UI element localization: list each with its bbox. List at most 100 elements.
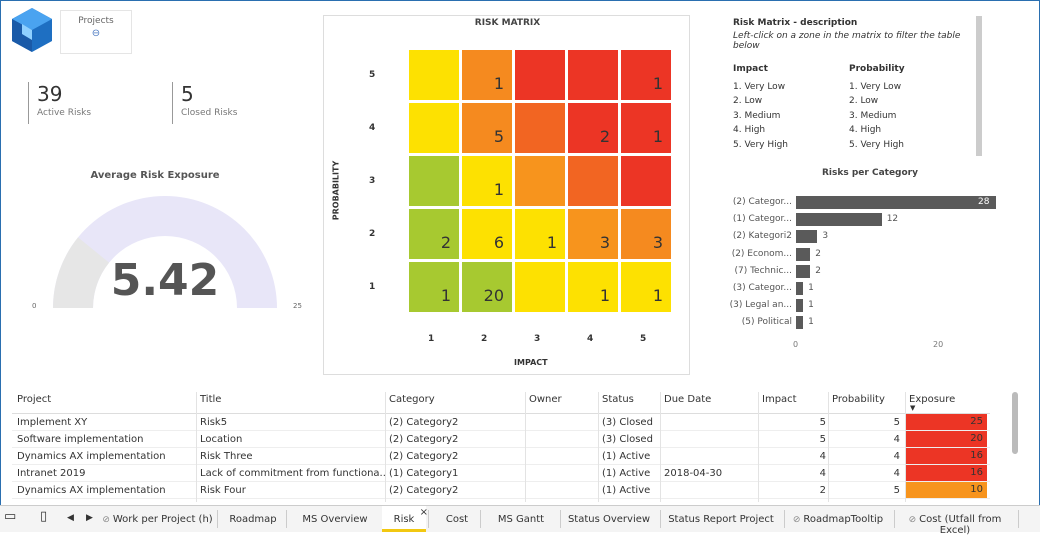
table-row[interactable]: Intranet 2019 Lack of commitment from fun… [12, 465, 990, 482]
cell-category: (2) Category2 [389, 485, 459, 496]
link-icon: ⊖ [91, 28, 101, 39]
tab-work-per-project-h[interactable]: ⊘ Work per Project (h) [100, 506, 215, 532]
matrix-cell[interactable]: 1 [461, 49, 513, 101]
tab-label: Status Overview [567, 514, 651, 525]
col-header-due-date[interactable]: Due Date [664, 394, 712, 405]
col-header-probability[interactable]: Probability [832, 394, 885, 405]
probability-legend-item: 5. Very High [849, 139, 905, 150]
category-bar[interactable] [796, 282, 804, 295]
matrix-cell[interactable] [408, 102, 460, 154]
gauge-value: 5.42 [110, 255, 220, 306]
tab-label: RoadmapTooltip [803, 514, 884, 525]
matrix-cell[interactable] [620, 155, 672, 207]
matrix-cell[interactable]: 1 [514, 208, 566, 260]
impact-tick: 4 [587, 334, 594, 344]
category-label: (5) Political [741, 317, 792, 328]
category-bar[interactable] [796, 247, 811, 261]
matrix-cell[interactable]: 1 [620, 261, 672, 313]
matrix-cell[interactable] [567, 155, 619, 207]
matrix-cell[interactable] [514, 261, 566, 313]
probability-tick: 5 [369, 70, 376, 80]
col-header-category[interactable]: Category [389, 394, 435, 405]
tab-prev-icon[interactable]: ◀ [67, 513, 74, 523]
tab-divider [286, 510, 287, 528]
matrix-cell[interactable]: 2 [567, 102, 619, 154]
tab-divider [1018, 510, 1019, 528]
kpi-label: Active Risks [37, 108, 92, 118]
category-axis-tick: 20 [933, 340, 944, 349]
tab-cost[interactable]: Cost [436, 506, 478, 532]
tab-next-icon[interactable]: ▶ [86, 513, 93, 523]
matrix-cell[interactable]: 3 [620, 208, 672, 260]
category-bar[interactable] [796, 316, 804, 330]
tab-cost-utfall-from-excel[interactable]: ⊘ Cost (Utfall from Excel) [894, 506, 1016, 536]
matrix-cell[interactable]: 20 [461, 261, 513, 313]
cell-project: Software implementation [17, 434, 144, 445]
sort-desc-icon: ▼ [910, 404, 916, 412]
col-header-impact[interactable]: Impact [762, 394, 797, 405]
impact-tick: 2 [481, 334, 488, 344]
matrix-cell[interactable] [408, 155, 460, 207]
table-row[interactable]: Dynamics AX implementation Risk Four (2) C… [12, 482, 990, 499]
probability-tick: 3 [369, 176, 376, 186]
tab-ms-overview[interactable]: MS Overview [290, 506, 380, 532]
col-header-owner[interactable]: Owner [529, 394, 562, 405]
tab-roadmap[interactable]: Roadmap [222, 506, 284, 532]
cell-status: (3) Closed [602, 434, 653, 445]
tab-status-report-project[interactable]: Status Report Project [660, 506, 782, 532]
projects-card[interactable]: Projects ⊖ [60, 10, 132, 54]
matrix-cell[interactable] [408, 49, 460, 101]
tab-roadmaptooltip[interactable]: ⊘ RoadmapTooltip [784, 506, 892, 532]
category-bar[interactable] [796, 213, 882, 227]
risk-exposure-gauge[interactable] [30, 190, 300, 310]
tab-ms-gantt[interactable]: MS Gantt [484, 506, 558, 532]
tab-risk[interactable]: Risk × [382, 506, 428, 532]
table-row[interactable]: Software implementation Location (2) Categ… [12, 431, 990, 448]
col-header-title[interactable]: Title [200, 394, 222, 405]
matrix-cell[interactable] [514, 155, 566, 207]
kpi-closed-risks: 5 Closed Risks [172, 82, 237, 124]
category-bar[interactable] [796, 196, 996, 209]
col-divider [828, 392, 829, 502]
matrix-cell[interactable] [514, 102, 566, 154]
category-bar[interactable] [796, 299, 804, 313]
cell-title: Risk Four [200, 485, 246, 496]
matrix-cell[interactable] [567, 49, 619, 101]
matrix-cell[interactable]: 5 [461, 102, 513, 154]
cell-probability: 4 [893, 468, 900, 479]
matrix-cell[interactable]: 6 [461, 208, 513, 260]
matrix-cell[interactable]: 1 [620, 102, 672, 154]
category-bar[interactable] [796, 230, 818, 244]
matrix-cell[interactable]: 1 [620, 49, 672, 101]
matrix-cell[interactable]: 1 [408, 261, 460, 313]
cell-category: (2) Category2 [389, 417, 459, 428]
matrix-cell[interactable]: 2 [408, 208, 460, 260]
eye-slash-icon: ⊘ [792, 515, 801, 525]
description-scrollbar[interactable] [976, 16, 982, 156]
gauge-title: Average Risk Exposure [90, 170, 220, 181]
mobile-view-icon[interactable]: ▯ [40, 509, 48, 524]
matrix-cell[interactable]: 1 [461, 155, 513, 207]
table-row[interactable]: Dynamics AX implementation Risk Three (2) … [12, 448, 990, 465]
kpi-active-risks: 39 Active Risks [28, 82, 91, 124]
matrix-cell[interactable] [514, 49, 566, 101]
tab-divider [560, 510, 561, 528]
category-value: 3 [822, 231, 829, 242]
desktop-view-icon[interactable]: ▭ [4, 509, 17, 524]
tab-status-overview[interactable]: Status Overview [560, 506, 658, 532]
close-icon[interactable]: × [419, 507, 428, 518]
table-row[interactable]: Implement XY Risk5 (2) Category2 (3) Closed… [12, 414, 990, 431]
probability-axis-label: PROBABILITY [331, 160, 341, 221]
table-scrollbar[interactable] [1012, 392, 1018, 454]
projects-card-label: Projects [78, 16, 114, 26]
kpi-label: Closed Risks [181, 108, 238, 118]
matrix-cell[interactable]: 3 [567, 208, 619, 260]
col-header-status[interactable]: Status [602, 394, 634, 405]
col-header-project[interactable]: Project [17, 394, 52, 405]
category-bar[interactable] [796, 264, 811, 278]
matrix-description: Risk Matrix - description Left-click on … [733, 18, 973, 51]
matrix-cell[interactable]: 1 [567, 261, 619, 313]
impact-legend-header: Impact [733, 64, 768, 74]
cell-impact: 2 [819, 485, 826, 496]
col-header-exposure[interactable]: Exposure [909, 394, 956, 405]
